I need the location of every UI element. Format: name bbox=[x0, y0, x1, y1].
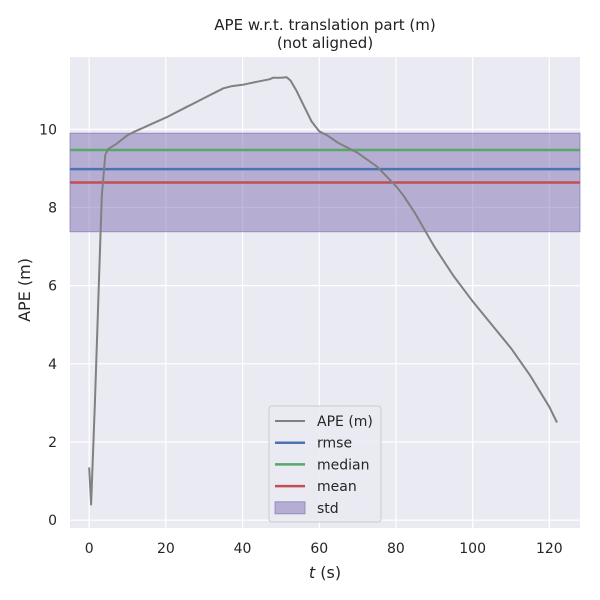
series-group bbox=[88, 76, 558, 506]
x-tick-label: 0 bbox=[85, 541, 94, 557]
ape-series-line bbox=[88, 76, 558, 506]
y-tick-label: 8 bbox=[48, 200, 57, 216]
legend-box bbox=[268, 405, 382, 523]
chart-subtitle: (not aligned) bbox=[277, 34, 373, 52]
y-tick-label: 0 bbox=[48, 513, 57, 529]
x-tick-labels: 0 20 40 60 80 100 120 bbox=[85, 541, 563, 557]
stat-lines-group bbox=[70, 148, 580, 184]
y-tick-label: 10 bbox=[39, 122, 57, 138]
y-tick-label: 6 bbox=[48, 279, 57, 295]
chart-title: APE w.r.t. translation part (m) bbox=[214, 16, 435, 34]
legend: APE (m) rmse median mean std bbox=[268, 405, 382, 523]
x-tick-label: 120 bbox=[536, 541, 563, 557]
legend-swatch bbox=[274, 501, 306, 515]
y-axis-label: APE (m) bbox=[15, 258, 34, 322]
legend-label: median bbox=[317, 457, 369, 473]
y-tick-label: 4 bbox=[48, 357, 57, 373]
legend-label: APE (m) bbox=[317, 414, 373, 430]
y-tick-labels: 0 2 4 6 8 10 bbox=[39, 122, 57, 529]
x-tick-label: 80 bbox=[387, 541, 405, 557]
legend-label: rmse bbox=[317, 436, 352, 452]
x-axis-label: t (s) bbox=[309, 563, 341, 582]
y-tick-label: 2 bbox=[48, 435, 57, 451]
x-axis-label-unit: (s) bbox=[315, 563, 341, 582]
x-tick-label: 20 bbox=[157, 541, 175, 557]
x-axis-label-italic: t bbox=[309, 563, 316, 582]
x-tick-label: 100 bbox=[459, 541, 486, 557]
legend-label: std bbox=[317, 501, 339, 517]
x-tick-label: 40 bbox=[234, 541, 252, 557]
x-tick-label: 60 bbox=[310, 541, 328, 557]
legend-label: mean bbox=[317, 479, 357, 495]
